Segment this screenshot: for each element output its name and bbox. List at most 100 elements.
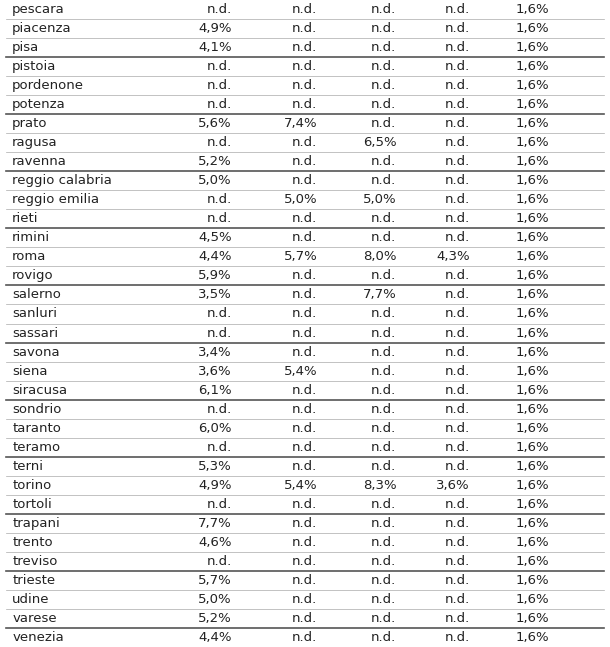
Text: treviso: treviso — [12, 555, 57, 568]
Text: torino: torino — [12, 479, 51, 492]
Text: n.d.: n.d. — [292, 60, 317, 73]
Text: 4,9%: 4,9% — [198, 479, 232, 492]
Text: n.d.: n.d. — [292, 498, 317, 510]
Text: n.d.: n.d. — [207, 212, 232, 225]
Text: n.d.: n.d. — [292, 536, 317, 549]
Text: piacenza: piacenza — [12, 22, 72, 35]
Text: n.d.: n.d. — [292, 41, 317, 54]
Text: 1,6%: 1,6% — [515, 193, 549, 206]
Text: n.d.: n.d. — [445, 212, 470, 225]
Text: 7,4%: 7,4% — [284, 117, 317, 130]
Text: n.d.: n.d. — [371, 402, 397, 415]
Text: n.d.: n.d. — [292, 422, 317, 435]
Text: n.d.: n.d. — [207, 137, 232, 149]
Text: n.d.: n.d. — [371, 174, 397, 187]
Text: n.d.: n.d. — [371, 307, 397, 320]
Text: n.d.: n.d. — [207, 327, 232, 340]
Text: 1,6%: 1,6% — [515, 289, 549, 302]
Text: n.d.: n.d. — [371, 631, 397, 644]
Text: 1,6%: 1,6% — [515, 212, 549, 225]
Text: n.d.: n.d. — [371, 79, 397, 92]
Text: n.d.: n.d. — [445, 631, 470, 644]
Text: n.d.: n.d. — [207, 441, 232, 454]
Text: n.d.: n.d. — [371, 384, 397, 397]
Text: n.d.: n.d. — [292, 98, 317, 111]
Text: 1,6%: 1,6% — [515, 384, 549, 397]
Text: reggio calabria: reggio calabria — [12, 174, 112, 187]
Text: n.d.: n.d. — [292, 289, 317, 302]
Text: 1,6%: 1,6% — [515, 441, 549, 454]
Text: n.d.: n.d. — [371, 593, 397, 606]
Text: n.d.: n.d. — [371, 98, 397, 111]
Text: 4,6%: 4,6% — [198, 536, 232, 549]
Text: 1,6%: 1,6% — [515, 612, 549, 625]
Text: rovigo: rovigo — [12, 269, 54, 283]
Text: n.d.: n.d. — [292, 593, 317, 606]
Text: 1,6%: 1,6% — [515, 498, 549, 510]
Text: 5,0%: 5,0% — [363, 193, 396, 206]
Text: n.d.: n.d. — [445, 498, 470, 510]
Text: n.d.: n.d. — [445, 117, 470, 130]
Text: n.d.: n.d. — [207, 193, 232, 206]
Text: n.d.: n.d. — [371, 269, 397, 283]
Text: n.d.: n.d. — [445, 402, 470, 415]
Text: 5,4%: 5,4% — [284, 364, 317, 378]
Text: n.d.: n.d. — [292, 307, 317, 320]
Text: n.d.: n.d. — [371, 536, 397, 549]
Text: trapani: trapani — [12, 517, 60, 530]
Text: 7,7%: 7,7% — [198, 517, 232, 530]
Text: 1,6%: 1,6% — [515, 460, 549, 473]
Text: n.d.: n.d. — [292, 555, 317, 568]
Text: 5,2%: 5,2% — [198, 612, 232, 625]
Text: n.d.: n.d. — [371, 41, 397, 54]
Text: 8,3%: 8,3% — [363, 479, 396, 492]
Text: n.d.: n.d. — [371, 232, 397, 245]
Text: n.d.: n.d. — [371, 3, 397, 16]
Text: n.d.: n.d. — [292, 22, 317, 35]
Text: 1,6%: 1,6% — [515, 22, 549, 35]
Text: n.d.: n.d. — [292, 137, 317, 149]
Text: 5,0%: 5,0% — [198, 174, 232, 187]
Text: 6,0%: 6,0% — [198, 422, 232, 435]
Text: n.d.: n.d. — [445, 41, 470, 54]
Text: 1,6%: 1,6% — [515, 402, 549, 415]
Text: n.d.: n.d. — [445, 269, 470, 283]
Text: n.d.: n.d. — [371, 441, 397, 454]
Text: 5,2%: 5,2% — [198, 155, 232, 168]
Text: n.d.: n.d. — [207, 402, 232, 415]
Text: 1,6%: 1,6% — [515, 137, 549, 149]
Text: n.d.: n.d. — [292, 402, 317, 415]
Text: n.d.: n.d. — [445, 593, 470, 606]
Text: n.d.: n.d. — [445, 536, 470, 549]
Text: 1,6%: 1,6% — [515, 41, 549, 54]
Text: 5,0%: 5,0% — [284, 193, 317, 206]
Text: n.d.: n.d. — [445, 364, 470, 378]
Text: 1,6%: 1,6% — [515, 3, 549, 16]
Text: trento: trento — [12, 536, 53, 549]
Text: 4,9%: 4,9% — [198, 22, 232, 35]
Text: 4,5%: 4,5% — [198, 232, 232, 245]
Text: 1,6%: 1,6% — [515, 60, 549, 73]
Text: 1,6%: 1,6% — [515, 631, 549, 644]
Text: 1,6%: 1,6% — [515, 79, 549, 92]
Text: siracusa: siracusa — [12, 384, 67, 397]
Text: 4,4%: 4,4% — [198, 250, 232, 263]
Text: n.d.: n.d. — [445, 98, 470, 111]
Text: 1,6%: 1,6% — [515, 345, 549, 358]
Text: 3,5%: 3,5% — [198, 289, 232, 302]
Text: n.d.: n.d. — [371, 22, 397, 35]
Text: tortoli: tortoli — [12, 498, 52, 510]
Text: n.d.: n.d. — [292, 574, 317, 587]
Text: ravenna: ravenna — [12, 155, 67, 168]
Text: n.d.: n.d. — [292, 3, 317, 16]
Text: n.d.: n.d. — [292, 327, 317, 340]
Text: 5,0%: 5,0% — [198, 593, 232, 606]
Text: 3,6%: 3,6% — [436, 479, 470, 492]
Text: n.d.: n.d. — [207, 3, 232, 16]
Text: teramo: teramo — [12, 441, 60, 454]
Text: 5,4%: 5,4% — [284, 479, 317, 492]
Text: n.d.: n.d. — [292, 612, 317, 625]
Text: 1,6%: 1,6% — [515, 250, 549, 263]
Text: rieti: rieti — [12, 212, 38, 225]
Text: udine: udine — [12, 593, 49, 606]
